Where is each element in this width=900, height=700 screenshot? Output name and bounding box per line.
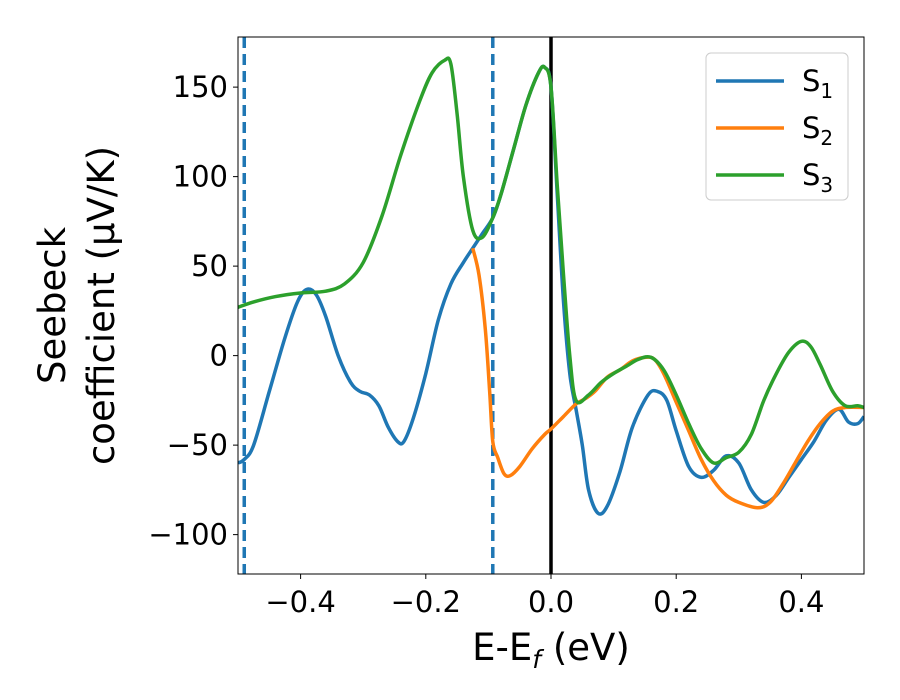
x-axis-title: E-Ef (eV)	[472, 626, 630, 674]
x-axis-ticks: −0.4 −0.2 0.0 0.2 0.4	[265, 574, 824, 619]
x-tick-label: 0.4	[778, 585, 824, 619]
y-tick-label: −100	[148, 518, 228, 552]
legend-label-s3: S3	[802, 158, 833, 197]
x-tick-label: 0.2	[653, 585, 699, 619]
x-axis-title-tail: (eV)	[541, 626, 630, 669]
plot-area	[238, 37, 864, 574]
y-axis-title-line2: coefficient (μV/K)	[80, 146, 123, 465]
legend-label-s2: S2	[802, 111, 833, 150]
y-tick-label: 150	[173, 70, 228, 104]
legend: S1 S2 S3	[705, 52, 849, 201]
x-tick-label: −0.4	[265, 585, 335, 619]
y-axis-ticks: −100 −50 0 50 100 150	[148, 70, 238, 552]
y-axis-title-line1: Seebeck	[31, 226, 74, 384]
series-line-s3	[238, 56, 864, 466]
y-tick-label: 50	[191, 249, 228, 283]
legend-label-s1: S1	[802, 64, 833, 103]
y-tick-label: 100	[173, 160, 228, 194]
x-tick-label: −0.2	[391, 585, 461, 619]
x-axis-title-main: E-E	[472, 626, 532, 669]
y-axis-title: Seebeck coefficient (μV/K)	[31, 146, 123, 465]
y-tick-label: 0	[210, 339, 228, 373]
y-tick-label: −50	[167, 428, 228, 462]
x-tick-label: 0.0	[528, 585, 574, 619]
